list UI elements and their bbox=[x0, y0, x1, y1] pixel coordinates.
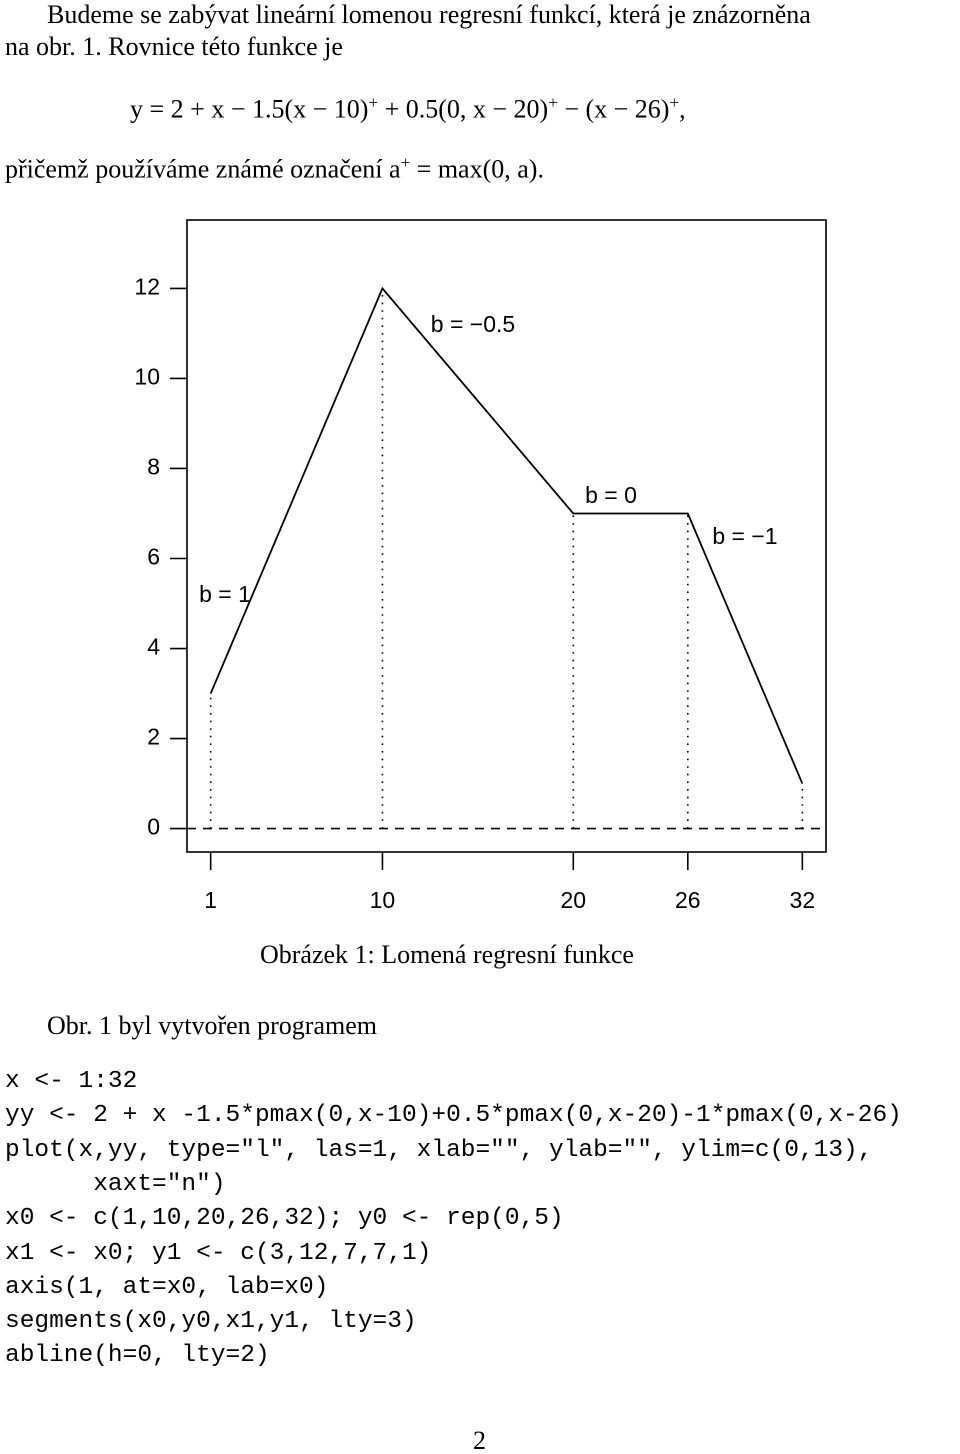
text-run: = max(0, a). bbox=[410, 154, 544, 184]
text-run: y = 2 + x − 1.5(x − 10) bbox=[130, 94, 369, 124]
intro-line: na obr. 1. Rovnice této funkce je bbox=[5, 32, 343, 61]
paragraph: Obr. 1 byl vytvořen programem bbox=[47, 1011, 377, 1040]
annotation: b = 0 bbox=[585, 482, 637, 508]
y-tick-label: 8 bbox=[147, 454, 160, 480]
notation: přičemž používáme známé označení a+ = ma… bbox=[5, 154, 544, 183]
annotation: b = −1 bbox=[712, 523, 777, 549]
y-tick-label: 4 bbox=[147, 634, 160, 660]
intro-line: Budeme se zabývat lineární lomenou regre… bbox=[47, 0, 811, 29]
text-run: přičemž používáme známé označení a bbox=[5, 154, 401, 184]
superscript: + bbox=[669, 93, 680, 112]
y-tick-label: 10 bbox=[134, 364, 160, 390]
x-tick-label: 32 bbox=[790, 887, 816, 913]
plot-frame bbox=[186, 219, 827, 853]
y-tick-label: 6 bbox=[147, 544, 160, 570]
code-line: plot(x,yy, type="l", las=1, xlab="", yla… bbox=[5, 1136, 873, 1164]
text-run: + 0.5(0, x − 20) bbox=[378, 94, 549, 124]
superscript: + bbox=[400, 153, 411, 172]
annotation: b = 1 bbox=[199, 581, 251, 607]
code-line: segments(x0,y0,x1,y1, lty=3) bbox=[5, 1308, 417, 1336]
code-line: abline(h=0, lty=2) bbox=[5, 1342, 270, 1370]
x-tick-label: 1 bbox=[204, 887, 217, 913]
superscript: + bbox=[548, 93, 558, 112]
equation: y = 2 + x − 1.5(x − 10)+ + 0.5(0, x − 20… bbox=[130, 94, 686, 123]
annotation: b = −0.5 bbox=[431, 311, 515, 337]
superscript: + bbox=[368, 93, 379, 112]
code-line: yy <- 2 + x -1.5*pmax(0,x-10)+0.5*pmax(0… bbox=[5, 1102, 902, 1130]
code-line: x0 <- c(1,10,20,26,32); y0 <- rep(0,5) bbox=[5, 1205, 564, 1233]
x-tick-label: 10 bbox=[370, 887, 396, 913]
code-line: xaxt="n") bbox=[5, 1170, 226, 1198]
y-tick-label: 12 bbox=[134, 273, 160, 299]
x-tick-label: 26 bbox=[675, 887, 701, 913]
code-line: axis(1, at=x0, lab=x0) bbox=[5, 1273, 329, 1301]
code-line: x <- 1:32 bbox=[5, 1068, 138, 1095]
code-line: x1 <- x0; y1 <- c(3,12,7,7,1) bbox=[5, 1239, 432, 1267]
line bbox=[209, 286, 804, 784]
caption: Obrázek 1: Lomená regresní funkce bbox=[260, 940, 634, 969]
text-run: − (x − 26) bbox=[557, 94, 670, 124]
x-tick-label: 20 bbox=[561, 887, 587, 913]
page-number: 2 bbox=[473, 1426, 486, 1454]
y-tick-label: 2 bbox=[147, 724, 160, 750]
text-run: , bbox=[679, 94, 686, 124]
y-tick-label: 0 bbox=[147, 814, 160, 840]
